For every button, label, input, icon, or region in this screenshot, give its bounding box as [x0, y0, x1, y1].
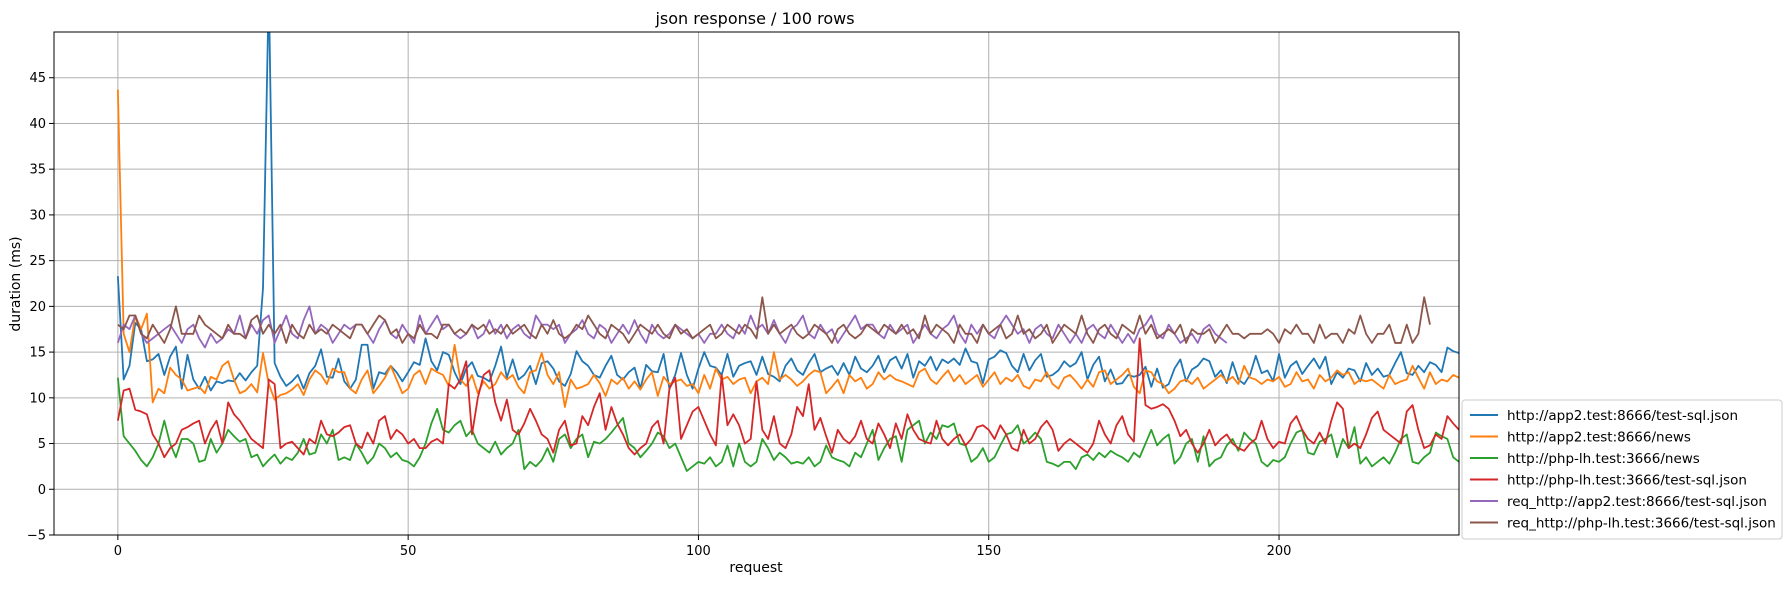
x-tick-label: 50 [400, 544, 417, 559]
legend-entry: req_http://php-lh.test:3666/test-sql.jso… [1507, 516, 1776, 532]
series-line-4 [116, 337, 1459, 459]
y-tick-label: 15 [29, 346, 46, 361]
y-tick-label: 20 [29, 300, 46, 315]
y-tick-label: 5 [38, 437, 46, 452]
y-tick-label: 35 [29, 163, 46, 178]
y-tick-label: 45 [29, 71, 46, 86]
y-tick-label: 30 [29, 208, 46, 223]
legend: http://app2.test:8666/test-sql.json http:… [1461, 399, 1783, 540]
y-tick-label: 40 [29, 117, 46, 132]
x-tick-label: 150 [976, 544, 1001, 559]
axis-ticks: 0 50 100 150 200 −5 0 5 10 15 20 25 30 35 40 45 [27, 71, 1292, 559]
series-line-2 [116, 89, 1459, 408]
chart-title: json response / 100 rows [654, 9, 854, 28]
y-axis-label: duration (ms) [8, 236, 24, 331]
legend-entry: http://php-lh.test:3666/news [1507, 451, 1700, 467]
series-line-1 [116, 32, 1459, 392]
y-tick-label: 25 [29, 254, 46, 269]
legend-box [1461, 399, 1783, 540]
legend-entry: http://app2.test:8666/test-sql.json [1507, 408, 1738, 424]
x-tick-label: 0 [114, 544, 122, 559]
series-lines [116, 32, 1459, 472]
x-tick-label: 100 [686, 544, 711, 559]
legend-entry: http://app2.test:8666/news [1507, 430, 1691, 446]
y-tick-label: 0 [38, 483, 46, 498]
series-line-6 [117, 296, 1431, 344]
plot-area [53, 31, 1460, 536]
y-tick-label: 10 [29, 391, 46, 406]
legend-entry: req_http://app2.test:8666/test-sql.json [1507, 494, 1767, 510]
y-tick-label: −5 [27, 529, 46, 544]
legend-entry: http://php-lh.test:3666/test-sql.json [1507, 473, 1747, 489]
x-tick-label: 200 [1267, 544, 1292, 559]
x-axis-label: request [729, 560, 783, 576]
